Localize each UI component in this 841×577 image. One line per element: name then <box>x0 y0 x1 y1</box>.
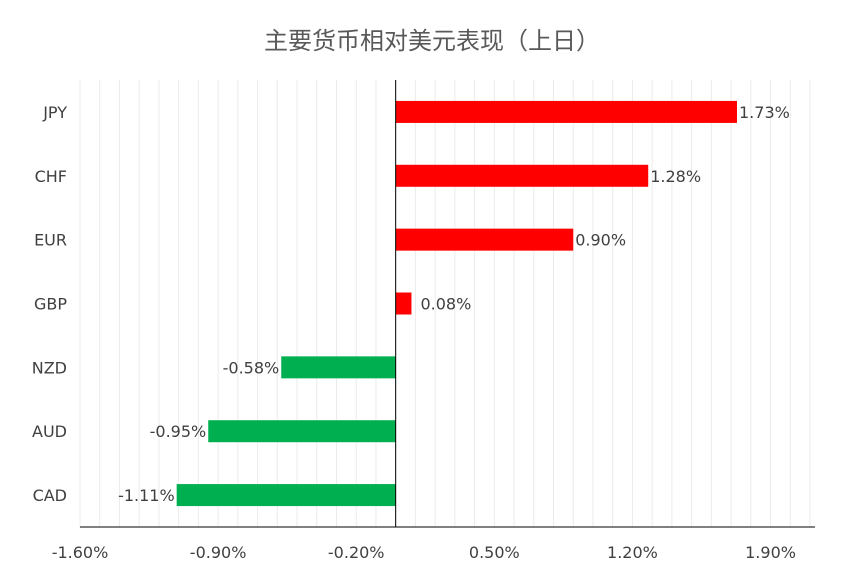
x-tick-label: 0.50% <box>469 543 520 562</box>
data-label: -0.58% <box>223 358 280 377</box>
x-tick-labels: -1.60% -0.90% -0.20% 0.50% 1.20% 1.90% <box>52 543 796 562</box>
category-label: CAD <box>33 486 67 505</box>
data-label: -1.11% <box>118 486 175 505</box>
x-tick-label: 1.20% <box>607 543 658 562</box>
category-label: EUR <box>34 231 67 250</box>
bar-aud <box>208 420 396 443</box>
x-tick-label: -1.60% <box>52 543 109 562</box>
bar-gbp <box>395 292 412 315</box>
data-label: 1.28% <box>650 167 701 186</box>
category-label: JPY <box>42 103 67 122</box>
data-label: 0.90% <box>575 231 626 250</box>
chart-title: 主要货币相对美元表现（上日） <box>264 27 600 55</box>
category-label: CHF <box>35 167 67 186</box>
gridlines <box>79 80 811 527</box>
data-label: 0.08% <box>420 295 471 314</box>
x-tick-label: -0.20% <box>328 543 385 562</box>
x-tick-label: -0.90% <box>190 543 247 562</box>
category-label: AUD <box>32 422 67 441</box>
category-label: NZD <box>32 358 67 377</box>
bar-cad <box>176 484 396 507</box>
x-tick-label: 1.90% <box>745 543 796 562</box>
bar-jpy <box>395 100 737 123</box>
category-labels: JPY CHF EUR GBP NZD AUD CAD <box>32 103 68 505</box>
data-labels: 1.73% 1.28% 0.90% 0.08% -0.58% -0.95% -1.11% <box>118 103 790 505</box>
data-label: -0.95% <box>150 422 207 441</box>
data-label: 1.73% <box>739 103 790 122</box>
bar-eur <box>395 228 574 251</box>
bar-chf <box>395 164 649 187</box>
category-label: GBP <box>34 295 67 314</box>
bar-nzd <box>281 356 396 379</box>
bars <box>176 100 737 507</box>
